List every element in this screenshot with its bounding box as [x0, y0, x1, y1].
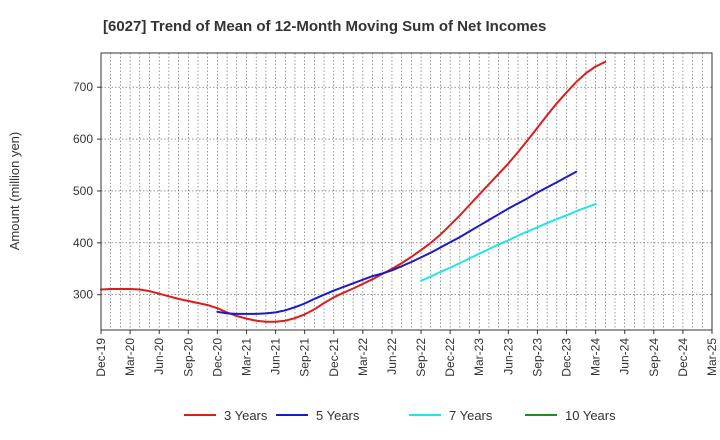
y-axis-label: Amount (million yen): [7, 132, 22, 251]
grid-lines: [101, 53, 712, 330]
y-axis: 300 400 500 600 700: [73, 80, 101, 302]
x-tick-label: Sep-23: [530, 338, 544, 377]
x-tick-label: Jun-21: [269, 338, 283, 375]
x-tick-label: Jun-24: [618, 338, 632, 375]
x-tick-label: Mar-20: [123, 338, 137, 376]
x-tick-label: Jun-20: [152, 338, 166, 375]
legend-label-1: 3 Years: [224, 408, 268, 423]
x-tick-label: Mar-25: [705, 338, 719, 376]
y-tick-label: 500: [73, 184, 93, 198]
x-tick-label: Dec-19: [94, 338, 108, 377]
x-tick-label: Mar-21: [239, 338, 253, 376]
x-tick-label: Dec-21: [327, 338, 341, 377]
y-tick-label: 300: [73, 288, 93, 302]
x-tick-label: Sep-20: [181, 338, 195, 377]
x-tick-label: Dec-20: [210, 338, 224, 377]
x-tick-label: Dec-24: [676, 338, 690, 377]
legend-label-4: 10 Years: [565, 408, 616, 423]
series-line-2: [216, 170, 578, 315]
x-axis: Dec-19 Mar-20 Jun-20 Sep-20 Dec-20 Mar-21 Jun-…: [94, 330, 719, 377]
series-line-1: [100, 60, 607, 323]
x-tick-label: Sep-24: [647, 338, 661, 377]
x-tick-label: Dec-23: [560, 338, 574, 377]
legend: 3 Years 5 Years 7 Years 10 Years: [184, 408, 616, 423]
x-tick-label: Sep-22: [414, 338, 428, 377]
x-tick-label: Sep-21: [298, 338, 312, 377]
series-line-3: [420, 202, 597, 282]
series-group: [100, 60, 607, 323]
legend-label-2: 5 Years: [316, 408, 360, 423]
x-tick-label: Mar-22: [356, 338, 370, 376]
legend-label-3: 7 Years: [449, 408, 493, 423]
y-tick-label: 400: [73, 236, 93, 250]
x-tick-label: Jun-22: [385, 338, 399, 375]
x-tick-label: Jun-23: [501, 338, 515, 375]
x-tick-label: Dec-22: [443, 338, 457, 377]
x-tick-label: Mar-24: [589, 338, 603, 376]
plot-frame: [100, 52, 713, 331]
y-tick-label: 600: [73, 132, 93, 146]
y-tick-label: 700: [73, 80, 93, 94]
x-tick-label: Mar-23: [472, 338, 486, 376]
chart-title: [6027] Trend of Mean of 12-Month Moving …: [103, 18, 546, 35]
